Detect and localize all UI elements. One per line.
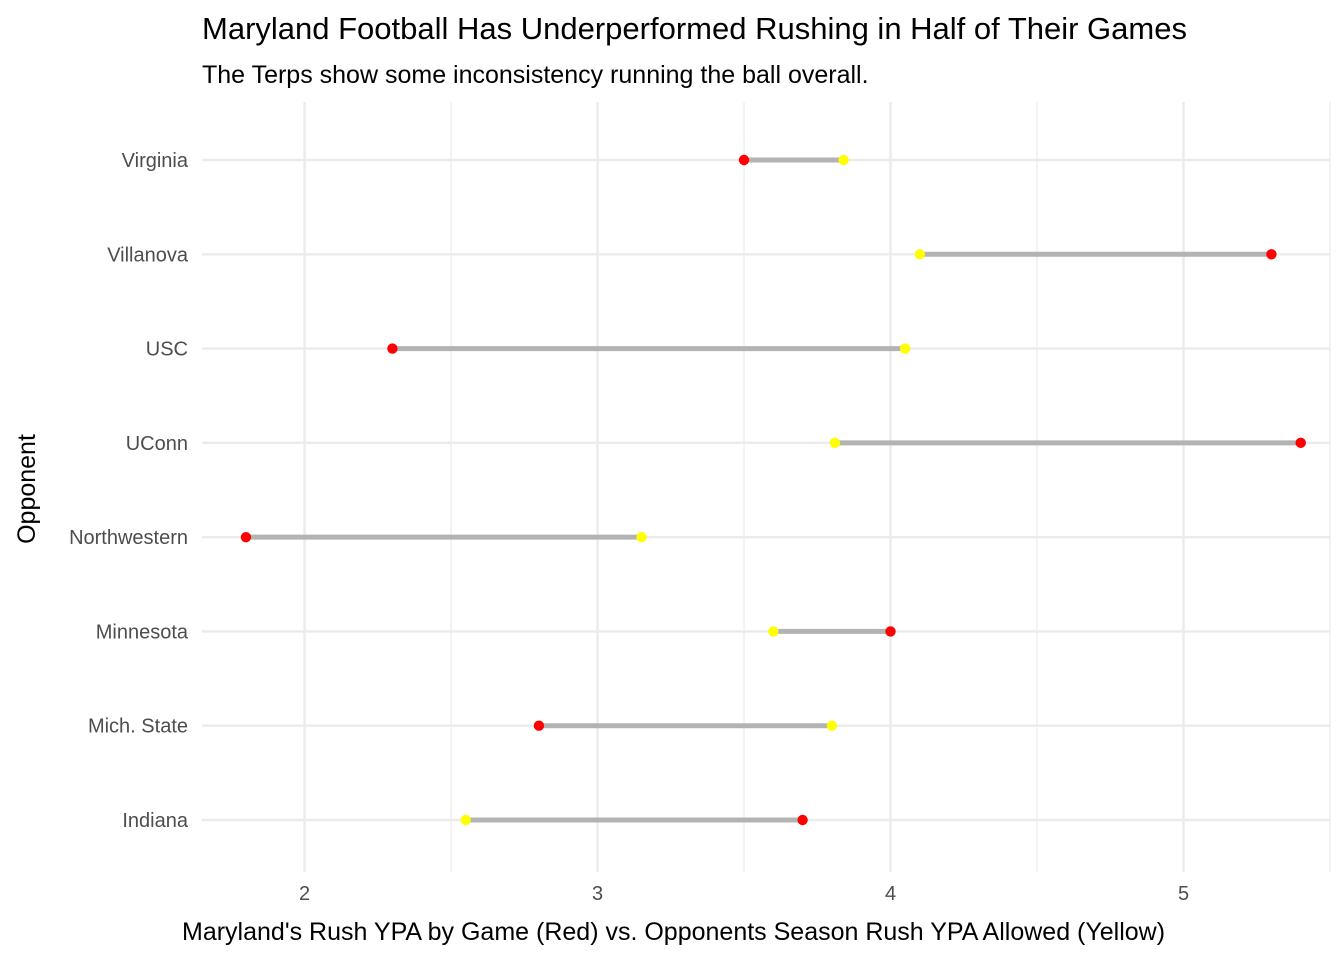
y-tick-label: UConn bbox=[126, 433, 188, 455]
x-tick-label: 4 bbox=[885, 883, 896, 905]
maryland-ypa-point bbox=[240, 531, 252, 543]
x-tick-label: 5 bbox=[1178, 883, 1189, 905]
chart-title: Maryland Football Has Underperformed Rus… bbox=[202, 11, 1187, 46]
y-tick-label: Mich. State bbox=[88, 716, 188, 738]
maryland-ypa-point bbox=[885, 626, 896, 637]
opponent-ypa-allowed-point bbox=[914, 249, 926, 260]
y-tick-label: Virginia bbox=[122, 150, 189, 172]
opponent-ypa-allowed-point bbox=[899, 343, 911, 354]
maryland-ypa-point bbox=[797, 814, 808, 826]
y-axis-title: Opponent bbox=[13, 434, 41, 544]
y-tick-label: Minnesota bbox=[96, 621, 189, 643]
x-tick-label: 3 bbox=[592, 883, 603, 905]
opponent-ypa-allowed-point bbox=[826, 720, 838, 731]
y-tick-label: Northwestern bbox=[69, 527, 188, 549]
maryland-ypa-point bbox=[1295, 437, 1306, 449]
x-axis-tick-labels: 2 3 4 5 bbox=[299, 883, 1189, 905]
opponent-ypa-allowed-point bbox=[460, 814, 471, 826]
y-tick-label: USC bbox=[146, 339, 188, 361]
maryland-ypa-point bbox=[738, 154, 750, 166]
opponent-ypa-allowed-point bbox=[768, 626, 779, 637]
maryland-ypa-point bbox=[387, 343, 398, 354]
maryland-ypa-point bbox=[533, 720, 545, 731]
opponent-ypa-allowed-point bbox=[829, 437, 841, 449]
y-axis-tick-labels: Indiana Mich. State Minnesota Northwestern U… bbox=[69, 150, 189, 832]
points bbox=[240, 154, 1306, 826]
opponent-ypa-allowed-point bbox=[838, 154, 849, 166]
y-tick-label: Indiana bbox=[122, 810, 188, 832]
segments bbox=[245, 157, 1301, 823]
opponent-ypa-allowed-point bbox=[636, 531, 647, 543]
maryland-ypa-point bbox=[1266, 249, 1277, 260]
x-tick-label: 2 bbox=[299, 883, 310, 905]
y-tick-label: Villanova bbox=[107, 244, 189, 266]
chart-subtitle: The Terps show some inconsistency runnin… bbox=[202, 61, 869, 89]
x-axis-title: Maryland's Rush YPA by Game (Red) vs. Op… bbox=[182, 918, 1165, 946]
grid bbox=[202, 102, 1331, 872]
